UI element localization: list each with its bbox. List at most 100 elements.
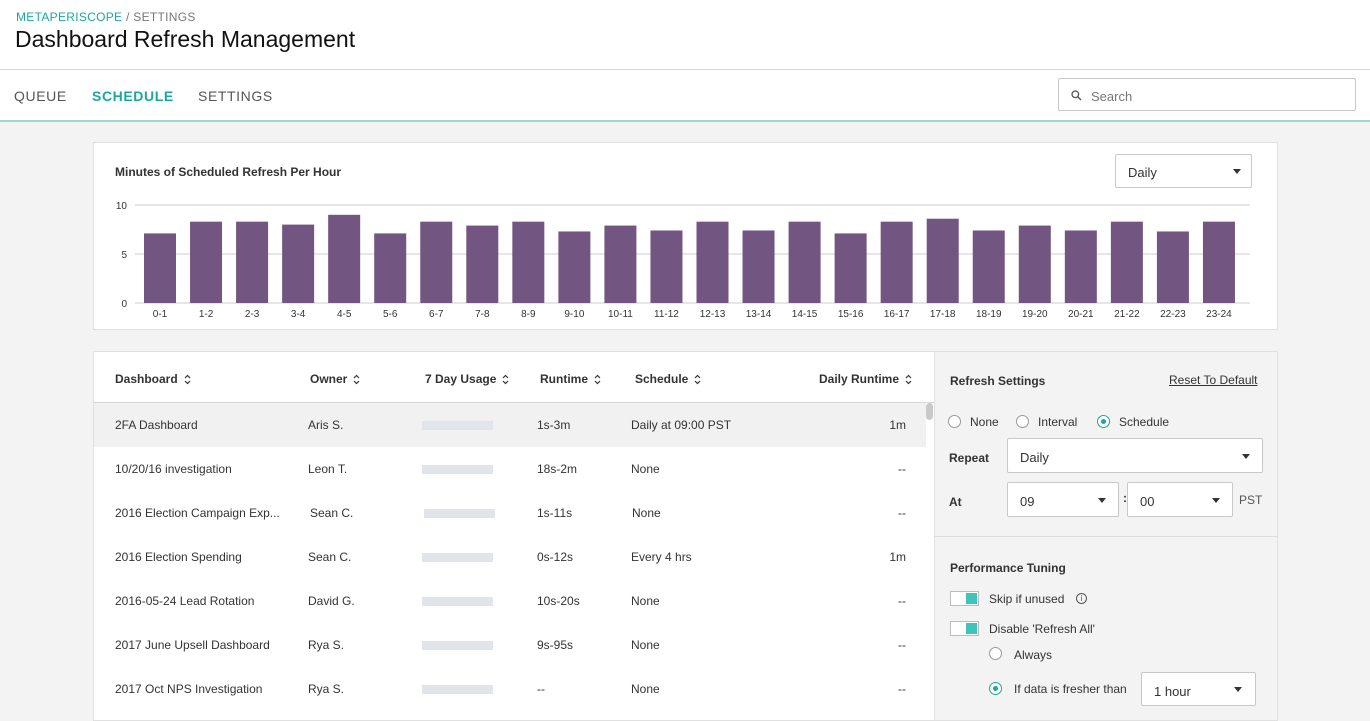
header-divider [94, 402, 934, 403]
x-tick-label: 20-21 [1068, 309, 1094, 320]
sort-icon [905, 374, 912, 385]
chevron-down-icon [1212, 498, 1220, 503]
cell-dashboard: 2016 Election Spending [115, 550, 242, 564]
mode-schedule-radio[interactable] [1097, 415, 1110, 428]
table-row[interactable]: 2016 Election Spending Sean C. 0s-12s Ev… [94, 535, 926, 579]
sort-icon [694, 374, 701, 385]
mode-none-radio[interactable] [948, 415, 961, 428]
chart-bar [420, 221, 453, 303]
chevron-down-icon [1242, 454, 1250, 459]
x-tick-label: 14-15 [792, 309, 818, 320]
refresh-settings-title: Refresh Settings [950, 374, 1046, 388]
sort-icon [353, 374, 360, 385]
cell-daily-runtime: 1m [889, 550, 906, 564]
cell-dashboard: 2FA Dashboard [115, 418, 198, 432]
column-header-dashboard[interactable]: Dashboard [115, 372, 191, 386]
chart-bar [190, 221, 223, 303]
refresh-chart-card: 0 5 10 0-1 1-2 2-3 3-4 4-5 5-6 6-7 7-8 8-9 9-10 10-11… [93, 142, 1278, 330]
cell-daily-runtime: -- [898, 594, 906, 608]
usage-bar [422, 421, 493, 430]
fresher-than-radio[interactable] [989, 682, 1002, 695]
freshness-select[interactable]: 1 hour [1141, 672, 1256, 706]
disable-refresh-all-toggle[interactable] [950, 621, 979, 636]
hour-select[interactable]: 09 [1007, 482, 1119, 517]
chart-bar [926, 218, 959, 303]
toggle-knob [966, 623, 977, 634]
cell-daily-runtime: -- [898, 682, 906, 696]
column-header-label: Dashboard [115, 372, 178, 386]
cell-schedule: None [631, 638, 660, 652]
cell-schedule: None [632, 506, 661, 520]
mode-none-label: None [970, 415, 999, 429]
column-header-daily-runtime[interactable]: Daily Runtime [819, 372, 912, 386]
hour-select-value: 09 [1020, 494, 1035, 509]
repeat-select[interactable]: Daily [1007, 438, 1263, 473]
skip-if-unused-label: Skip if unused [989, 592, 1065, 606]
table-row[interactable]: 2FA Dashboard Aris S. 1s-3m Daily at 09:… [94, 403, 926, 447]
column-header-usage[interactable]: 7 Day Usage [425, 372, 509, 386]
x-tick-label: 18-19 [976, 309, 1002, 320]
column-header-label: Runtime [540, 372, 588, 386]
x-tick-label: 13-14 [746, 309, 772, 320]
info-icon[interactable]: i [1076, 593, 1087, 604]
breadcrumb-current: SETTINGS [133, 10, 196, 24]
search-input[interactable] [1089, 85, 1348, 107]
table-row[interactable]: 2017 Oct NPS Investigation Rya S. -- Non… [94, 667, 926, 711]
x-tick-label: 0-1 [153, 309, 168, 320]
tab-queue[interactable]: QUEUE [14, 88, 67, 104]
cell-daily-runtime: -- [898, 506, 906, 520]
tab-schedule[interactable]: SCHEDULE [92, 88, 174, 104]
refresh-bar-chart: 0 5 10 0-1 1-2 2-3 3-4 4-5 5-6 6-7 7-8 8-9 9-10 10-11… [116, 201, 1250, 320]
x-tick-label: 16-17 [884, 309, 910, 320]
x-tick-label: 3-4 [291, 309, 306, 320]
time-separator: : [1123, 491, 1127, 505]
table-row[interactable]: 10/20/16 investigation Leon T. 18s-2m No… [94, 447, 926, 491]
cell-runtime: 0s-12s [537, 550, 574, 564]
breadcrumb-root-link[interactable]: METAPERISCOPE [16, 10, 123, 24]
x-tick-label: 17-18 [930, 309, 956, 320]
x-tick-label: 21-22 [1114, 309, 1140, 320]
minute-select[interactable]: 00 [1127, 482, 1233, 517]
usage-bar [422, 641, 493, 650]
cell-owner: Rya S. [308, 682, 345, 696]
table-row[interactable]: 2017 June Upsell Dashboard Rya S. 9s-95s… [94, 623, 926, 667]
cell-runtime: 9s-95s [537, 638, 574, 652]
chart-bar [972, 230, 1005, 303]
cell-runtime: -- [537, 682, 545, 696]
chart-bar [1018, 225, 1051, 303]
disable-refresh-all-label: Disable 'Refresh All' [989, 622, 1095, 636]
tab-settings[interactable]: SETTINGS [198, 88, 273, 104]
sort-icon [184, 374, 191, 385]
search-box[interactable] [1058, 78, 1356, 111]
reset-to-default-link[interactable]: Reset To Default [1169, 373, 1258, 387]
mode-interval-radio[interactable] [1016, 415, 1029, 428]
y-tick-label: 0 [121, 299, 127, 310]
always-radio[interactable] [989, 647, 1002, 660]
column-header-schedule[interactable]: Schedule [635, 372, 701, 386]
column-header-label: Schedule [635, 372, 689, 386]
cell-dashboard: 2016 Election Campaign Exp... [115, 506, 280, 520]
column-header-runtime[interactable]: Runtime [540, 372, 601, 386]
cell-runtime: 10s-20s [537, 594, 580, 608]
x-tick-label: 4-5 [337, 309, 352, 320]
x-tick-label: 22-23 [1160, 309, 1186, 320]
period-select-value: Daily [1128, 165, 1157, 180]
column-header-label: 7 Day Usage [425, 372, 497, 386]
chevron-down-icon [1234, 687, 1242, 692]
at-label: At [949, 495, 962, 509]
chart-bar [512, 221, 545, 303]
minute-select-value: 00 [1140, 494, 1155, 509]
cell-owner: Sean C. [310, 506, 354, 520]
fresher-than-label: If data is fresher than [1014, 682, 1127, 696]
skip-if-unused-toggle[interactable] [950, 591, 979, 606]
usage-bar [424, 509, 495, 518]
column-header-owner[interactable]: Owner [310, 372, 360, 386]
x-tick-label: 1-2 [199, 309, 214, 320]
table-row[interactable]: 2016 Election Campaign Exp... Sean C. 1s… [94, 491, 926, 535]
period-select[interactable]: Daily [1115, 154, 1252, 188]
sort-icon [594, 374, 601, 385]
table-scrollbar[interactable] [926, 403, 933, 420]
x-tick-label: 6-7 [429, 309, 444, 320]
table-row[interactable]: 2016-05-24 Lead Rotation David G. 10s-20… [94, 579, 926, 623]
dashboards-table: Dashboard Owner 7 Day Usage Runtime Sche… [93, 351, 935, 721]
